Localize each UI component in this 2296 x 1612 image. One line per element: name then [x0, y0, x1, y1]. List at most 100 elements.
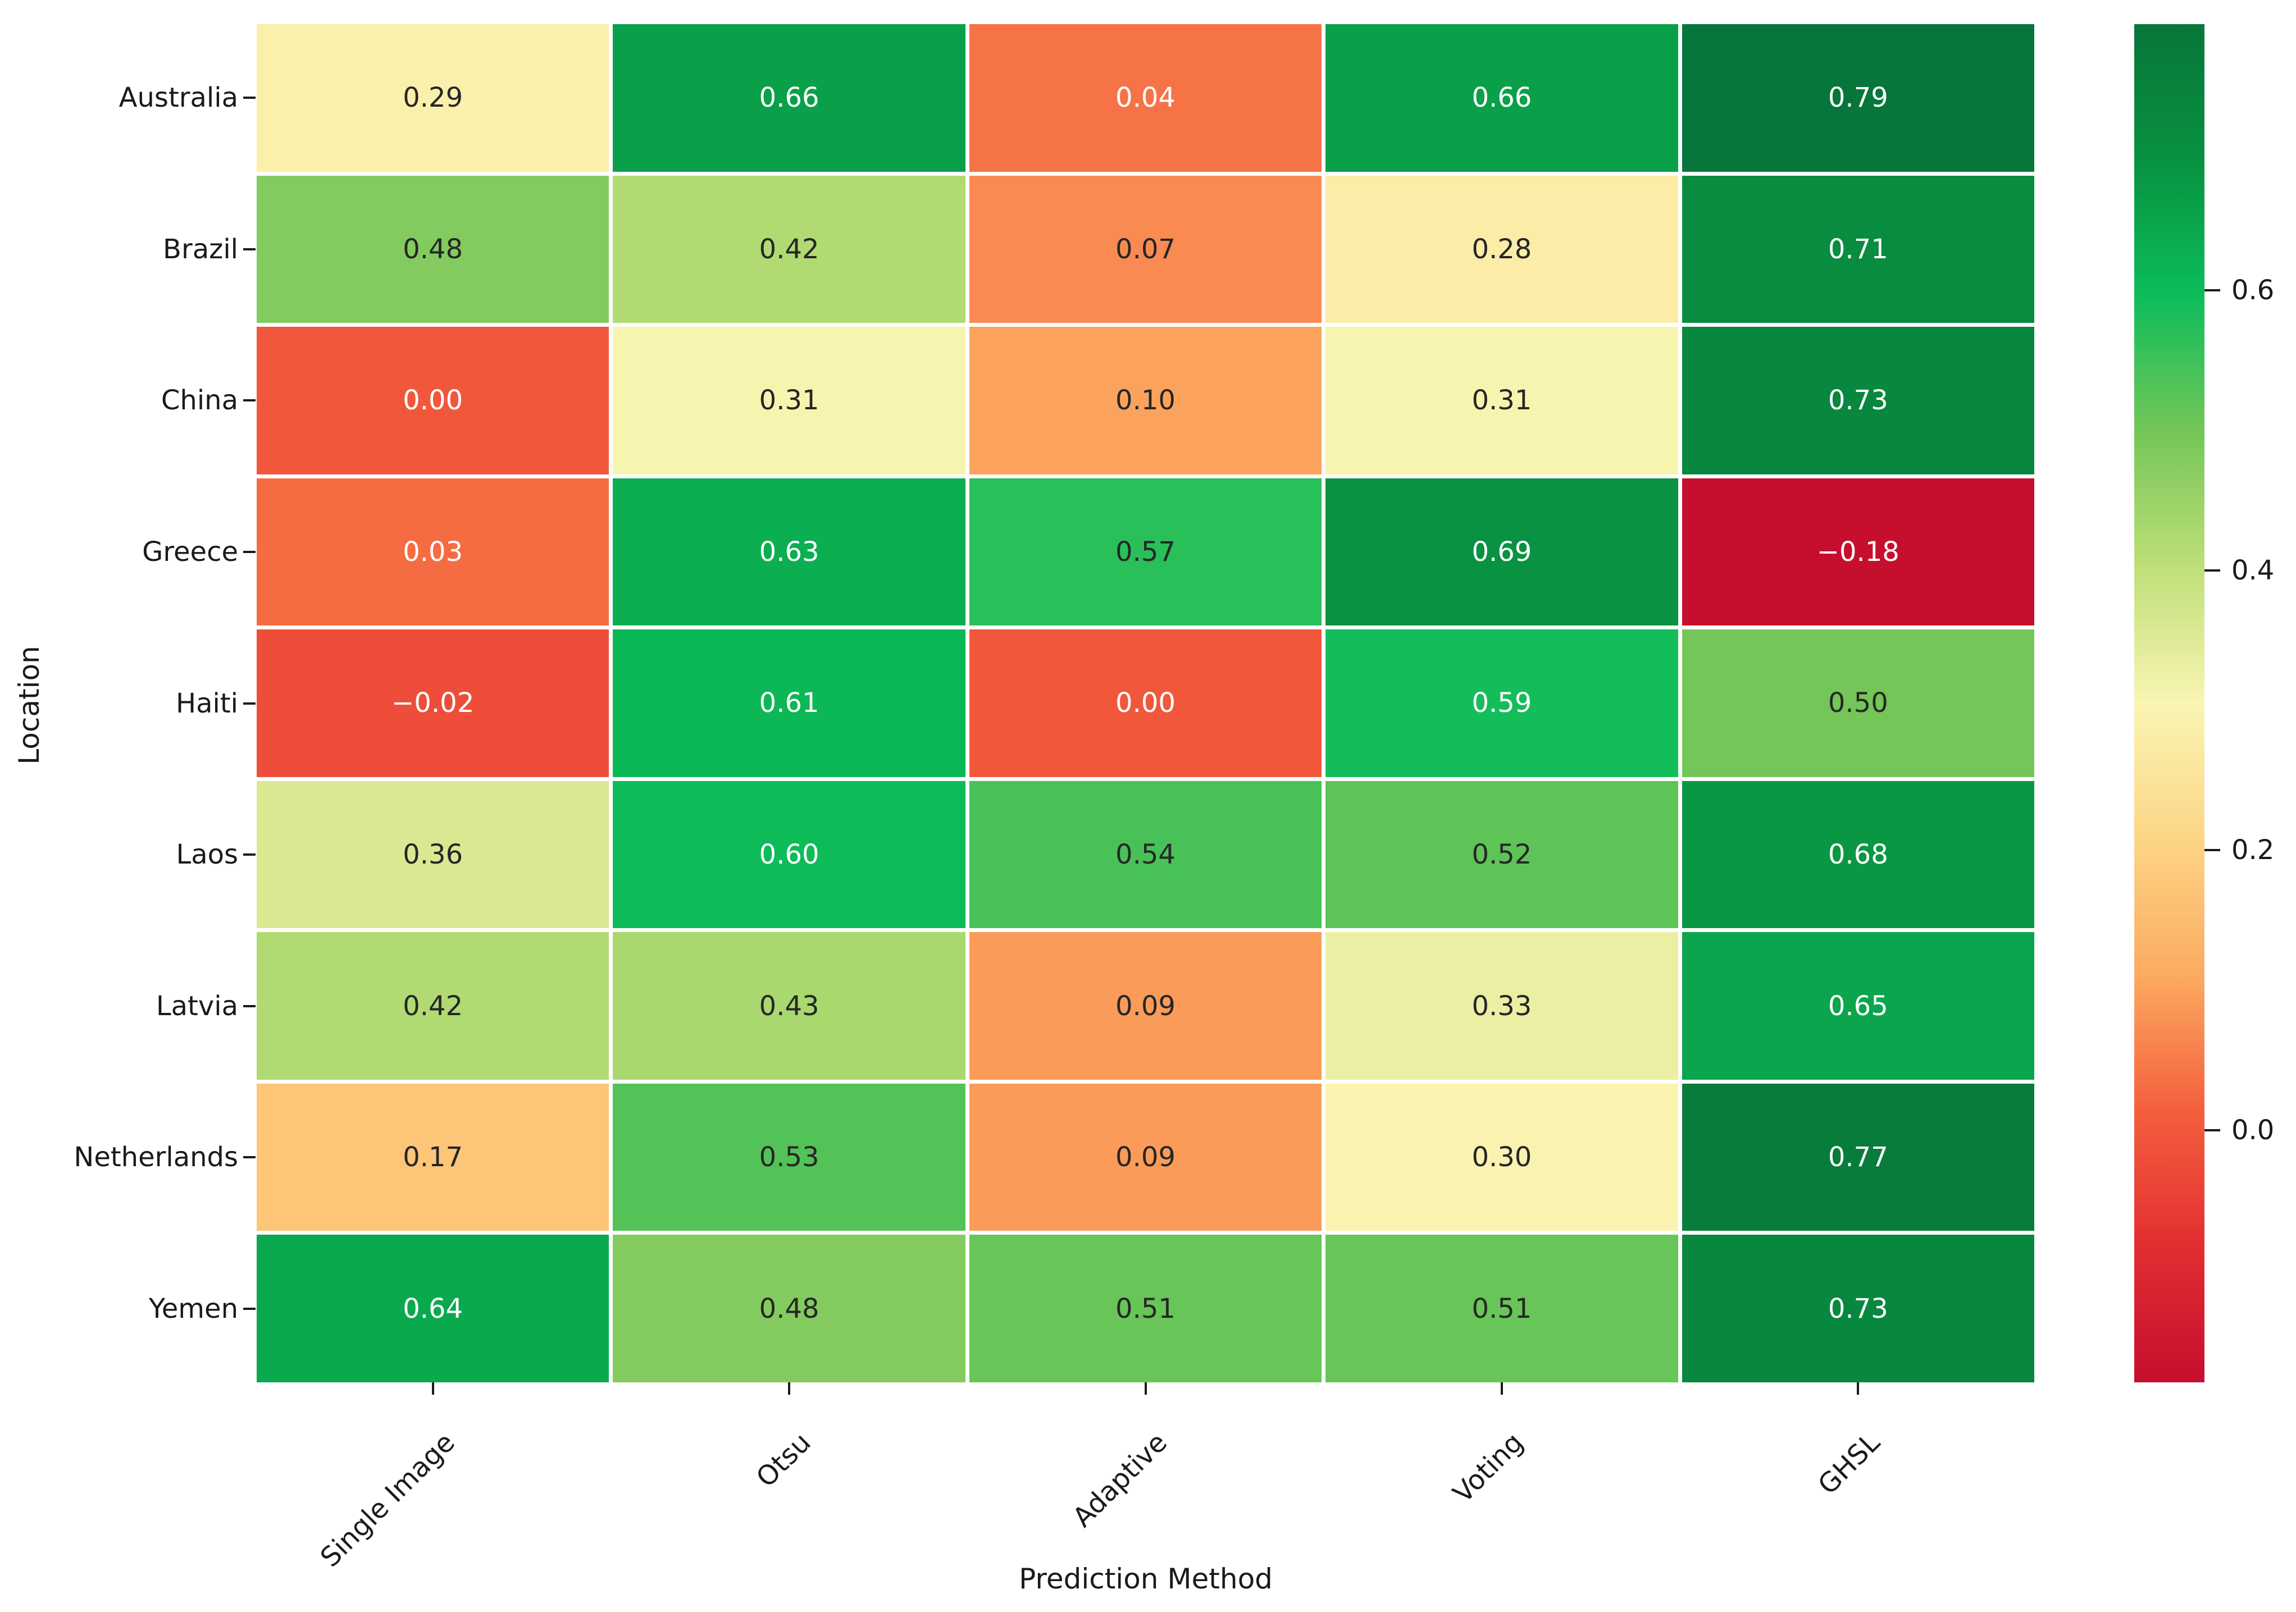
cell-value: 0.30: [1472, 1141, 1532, 1173]
cell-value: 0.66: [759, 82, 819, 114]
heatmap-cell: 0.48: [257, 175, 609, 323]
x-tick-label: Single Image: [314, 1427, 461, 1574]
heatmap-cell: 0.36: [257, 780, 609, 929]
heatmap-cell: 0.73: [1682, 327, 2034, 474]
cell-value: 0.52: [1472, 839, 1532, 871]
x-tick-label: Otsu: [750, 1427, 817, 1494]
x-tick-label: Adaptive: [1067, 1427, 1174, 1533]
heatmap-cell: 0.69: [1325, 478, 1678, 626]
cell-value: 0.09: [1115, 990, 1176, 1022]
cell-value: 0.77: [1828, 1141, 1888, 1173]
colorbar-tick-label: 0.4: [2231, 554, 2275, 586]
y-tick-label: Netherlands: [74, 1141, 238, 1173]
heatmap-cell: 0.64: [257, 1235, 609, 1382]
cell-value: 0.00: [1115, 687, 1176, 719]
cell-value: 0.57: [1115, 536, 1176, 568]
heatmap-cell: 0.10: [969, 327, 1322, 474]
y-tick-mark: [243, 1004, 256, 1007]
cell-value: 0.71: [1828, 233, 1888, 265]
cell-value: −0.02: [391, 687, 475, 719]
heatmap-cell: 0.53: [613, 1083, 965, 1231]
x-tick-label: Voting: [1447, 1427, 1530, 1509]
y-tick-mark: [243, 248, 256, 250]
cell-value: 0.07: [1115, 233, 1176, 265]
cell-value: 0.73: [1828, 385, 1888, 417]
heatmap-cell: 0.31: [1325, 327, 1678, 474]
cell-value: 0.79: [1828, 82, 1888, 114]
heatmap-cell: 0.03: [257, 478, 609, 626]
cell-value: 0.00: [403, 385, 463, 417]
cell-value: 0.51: [1472, 1293, 1532, 1325]
cell-value: 0.73: [1828, 1293, 1888, 1325]
y-tick-label: Laos: [176, 839, 238, 871]
heatmap-cell: −0.02: [257, 629, 609, 777]
cell-value: 0.09: [1115, 1141, 1176, 1173]
colorbar-tick-mark: [2204, 569, 2220, 572]
heatmap-cell: 0.00: [257, 327, 609, 474]
heatmap-cell: 0.65: [1682, 932, 2034, 1080]
cell-value: 0.59: [1472, 687, 1532, 719]
heatmap-cell: 0.66: [1325, 24, 1678, 172]
y-axis-title: Location: [13, 646, 45, 765]
y-tick-label: Greece: [142, 536, 238, 568]
y-tick-label: Australia: [119, 82, 238, 114]
x-tick-mark: [1144, 1382, 1147, 1395]
cell-value: 0.36: [403, 839, 463, 871]
cell-value: 0.42: [759, 233, 819, 265]
y-tick-mark: [243, 550, 256, 553]
heatmap-cell: 0.04: [969, 24, 1322, 172]
colorbar-gradient: [2134, 24, 2204, 1382]
heatmap-cell: 0.60: [613, 780, 965, 929]
y-tick-label: China: [161, 385, 238, 417]
y-tick-label: Brazil: [163, 233, 238, 265]
heatmap-cell: 0.71: [1682, 175, 2034, 323]
heatmap-cell: 0.17: [257, 1083, 609, 1231]
heatmap-cell: 0.59: [1325, 629, 1678, 777]
cell-value: 0.28: [1472, 233, 1532, 265]
colorbar-tick-mark: [2204, 289, 2220, 291]
heatmap-cell: 0.33: [1325, 932, 1678, 1080]
cell-value: 0.61: [759, 687, 819, 719]
heatmap-cell: 0.51: [1325, 1235, 1678, 1382]
heatmap-cell: 0.48: [613, 1235, 965, 1382]
y-tick-mark: [243, 97, 256, 99]
heatmap-cell: 0.07: [969, 175, 1322, 323]
cell-value: 0.43: [759, 990, 819, 1022]
colorbar-tick-mark: [2204, 1129, 2220, 1132]
heatmap-cell: 0.43: [613, 932, 965, 1080]
cell-value: −0.18: [1816, 536, 1899, 568]
cell-value: 0.63: [759, 536, 819, 568]
cell-value: 0.03: [403, 536, 463, 568]
cell-value: 0.60: [759, 839, 819, 871]
cell-value: 0.50: [1828, 687, 1888, 719]
cell-value: 0.66: [1472, 82, 1532, 114]
heatmap-grid: 0.29 0.66 0.04 0.66 0.79 0.48 0.42 0.07 0.28 0.71…: [257, 24, 2034, 1382]
x-tick-label: GHSL: [1812, 1427, 1886, 1501]
heatmap-cell: 0.66: [613, 24, 965, 172]
heatmap-cell: 0.79: [1682, 24, 2034, 172]
cell-value: 0.04: [1115, 82, 1176, 114]
heatmap-cell: 0.42: [257, 932, 609, 1080]
colorbar-tick-label: 0.0: [2231, 1115, 2275, 1147]
heatmap-cell: 0.61: [613, 629, 965, 777]
cell-value: 0.51: [1115, 1293, 1176, 1325]
cell-value: 0.69: [1472, 536, 1532, 568]
cell-value: 0.54: [1115, 839, 1176, 871]
y-tick-label: Latvia: [156, 990, 238, 1022]
y-tick-mark: [243, 853, 256, 856]
x-tick-mark: [431, 1382, 434, 1395]
heatmap-cell: 0.52: [1325, 780, 1678, 929]
heatmap-cell: 0.50: [1682, 629, 2034, 777]
heatmap-cell: 0.30: [1325, 1083, 1678, 1231]
heatmap-cell: 0.73: [1682, 1235, 2034, 1382]
x-axis-title: Prediction Method: [1019, 1563, 1273, 1595]
heatmap-cell: −0.18: [1682, 478, 2034, 626]
heatmap-cell: 0.00: [969, 629, 1322, 777]
heatmap-cell: 0.09: [969, 1083, 1322, 1231]
heatmap-cell: 0.57: [969, 478, 1322, 626]
y-tick-mark: [243, 702, 256, 705]
heatmap-cell: 0.54: [969, 780, 1322, 929]
y-tick-mark: [243, 1156, 256, 1159]
cell-value: 0.10: [1115, 385, 1176, 417]
